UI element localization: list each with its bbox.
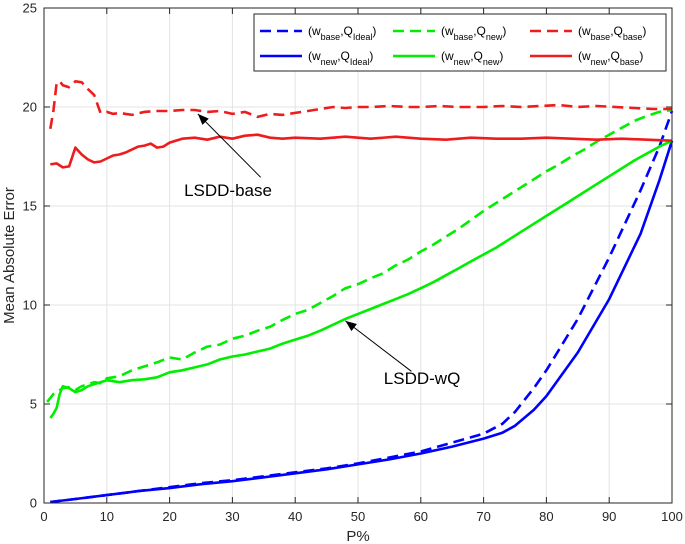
series-line: [46, 108, 673, 403]
series-line: [50, 133, 673, 169]
x-tick-label: 80: [539, 509, 553, 524]
x-tick-label: 20: [162, 509, 176, 524]
annotation-arrow-head: [345, 320, 357, 332]
annotation-arrow-head: [197, 113, 209, 125]
data-series: [46, 80, 674, 504]
y-tick-label: 5: [30, 397, 37, 412]
annotation-label: LSDD-base: [184, 181, 272, 200]
x-tick-label: 70: [476, 509, 490, 524]
annotation-arrow-line: [345, 320, 412, 372]
y-tick-label: 10: [23, 298, 37, 313]
series-line: [49, 80, 672, 130]
x-axis-label: P%: [346, 528, 369, 544]
x-tick-label: 60: [414, 509, 428, 524]
x-tick-label: 50: [351, 509, 365, 524]
legend-entry-label: (wnew,Qbase): [578, 49, 643, 67]
annotation-arrow-line: [197, 113, 262, 178]
legend-box: [253, 13, 667, 72]
legend-entry-label: (wnew,QIdeal): [308, 49, 373, 67]
series-line: [50, 110, 674, 504]
x-tick-label: 100: [661, 509, 683, 524]
series-line: [49, 139, 673, 419]
x-tick-label: 40: [288, 509, 302, 524]
legend-entry-label: (wbase,Qbase): [578, 24, 646, 42]
x-tick-label: 30: [225, 509, 239, 524]
series-line: [50, 140, 674, 504]
x-tick-label: 90: [602, 509, 616, 524]
annotations: LSDD-base LSDD-wQ: [184, 113, 461, 388]
legend: (wbase,QIdeal) (wnew,QIdeal) (wbase,Qnew) (…: [253, 13, 667, 72]
y-tick-label: 25: [23, 1, 37, 16]
x-tick-label: 10: [100, 509, 114, 524]
y-tick-label: 0: [30, 496, 37, 511]
annotation-label: LSDD-wQ: [384, 369, 461, 388]
x-tick-label: 0: [40, 509, 47, 524]
legend-entry-label: (wnew,Qnew): [441, 49, 503, 67]
y-tick-label: 20: [23, 100, 37, 115]
axis-ticks: 0 10 20 30 40 50 60 70 80 90 100 0 5 10 15 20 25: [23, 1, 683, 525]
legend-entry-label: (wbase,Qnew): [441, 24, 506, 42]
y-axis-label: Mean Absolute Error: [1, 187, 18, 324]
y-tick-label: 15: [23, 199, 37, 214]
legend-entry-label: (wbase,QIdeal): [308, 24, 376, 42]
